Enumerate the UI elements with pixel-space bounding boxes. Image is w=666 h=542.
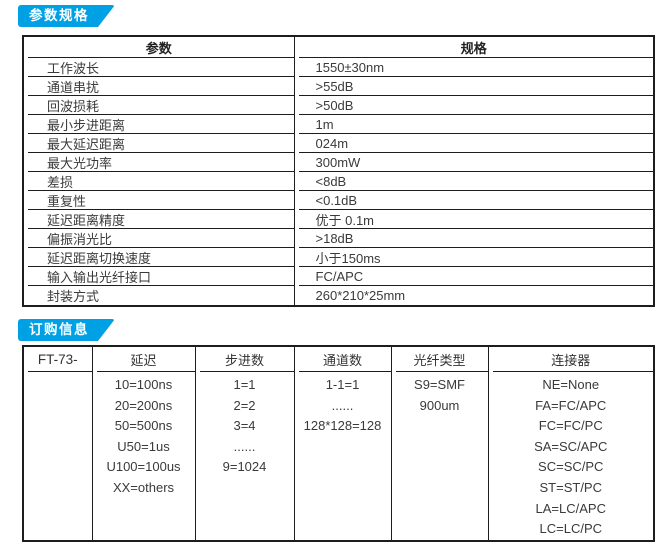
- order-header-channels: 通道数: [293, 346, 391, 372]
- option-item: 9=1024: [222, 459, 267, 475]
- spec-cell: <0.1dB: [293, 191, 654, 210]
- option-item: XX=others: [112, 479, 175, 495]
- spec-cell: FC/APC: [293, 267, 654, 286]
- option-item: ......: [233, 438, 256, 454]
- spec-cell: 300mW: [293, 153, 654, 172]
- option-item: ST=ST/PC: [539, 479, 603, 495]
- table-row: 最大光功率 300mW: [23, 153, 654, 172]
- option-item: 20=200ns: [114, 397, 173, 413]
- param-cell: 封装方式: [47, 289, 100, 304]
- option-item: SC=SC/PC: [538, 459, 604, 475]
- option-item: 900um: [419, 397, 460, 413]
- table-row: 重复性 <0.1dB: [23, 191, 654, 210]
- order-model-cell: [23, 372, 92, 541]
- order-header-delay: 延迟: [91, 346, 195, 372]
- order-header-fiber-type: 光纤类型: [390, 346, 488, 372]
- option-item: U100=100us: [106, 459, 181, 475]
- section-badge-order: 订购信息: [18, 319, 115, 341]
- order-section: 订购信息 FT-73- 延迟 步进数 通道数 光纤类型 连接器 1: [22, 319, 655, 542]
- table-row: 延迟距离切换速度 小于150ms: [23, 248, 654, 267]
- param-cell: 差损: [23, 172, 294, 191]
- option-item: 1-1=1: [325, 377, 360, 392]
- spec-cell: 260*210*25mm: [293, 286, 654, 306]
- spec-table-body: 工作波长 1550±30nm 通道串扰 >55dB 回波损耗 >50dB 最小步进距离 1m 最…: [23, 58, 654, 306]
- param-cell: 延迟距离精度: [23, 210, 294, 229]
- param-cell: 最大光功率: [23, 153, 294, 172]
- option-item: 128*128=128: [303, 418, 382, 434]
- order-options-channels: 1-1=1...... 128*128=128: [293, 372, 391, 541]
- order-options-connector: NE=None FA=FC/APC FC=FC/PC SA=SC/APC SC=SC/P…: [487, 372, 654, 541]
- spec-cell: >55dB: [293, 77, 654, 96]
- table-row: 封装方式 260*210*25mm: [23, 286, 654, 306]
- table-row: 最大延迟距离 024m: [23, 134, 654, 153]
- order-table: FT-73- 延迟 步进数 通道数 光纤类型 连接器 10=100ns 20=20…: [22, 345, 655, 542]
- order-header-steps: 步进数: [194, 346, 294, 372]
- option-item: LC=LC/PC: [539, 521, 603, 537]
- spec-section: 参数规格 参数 规格 工作波长 1550±30nm 通道串扰 >55dB 回波损耗 >50…: [22, 5, 655, 307]
- spec-cell: >50dB: [293, 96, 654, 115]
- order-options-steps: 1=1 2=2 3=4...... 9=1024: [194, 372, 294, 541]
- order-options-fiber-type: S9=SMF 900um: [390, 372, 488, 541]
- order-model-code: FT-73-: [23, 346, 92, 372]
- option-item: 1=1: [233, 377, 256, 392]
- spec-cell: <8dB: [293, 172, 654, 191]
- option-item: 3=4: [233, 418, 256, 434]
- option-item: SA=SC/APC: [534, 438, 608, 454]
- param-cell: 工作波长: [23, 58, 294, 77]
- spec-table: 参数 规格 工作波长 1550±30nm 通道串扰 >55dB 回波损耗 >50dB 最小步…: [22, 35, 655, 307]
- table-row: 偏振消光比 >18dB: [23, 229, 654, 248]
- option-item: LA=LC/APC: [535, 500, 606, 516]
- spec-cell: 小于150ms: [293, 248, 654, 267]
- table-row: 输入输出光纤接口 FC/APC: [23, 267, 654, 286]
- option-item: NE=None: [542, 377, 600, 392]
- spec-header-param: 参数: [23, 36, 294, 58]
- param-cell: 通道串扰: [23, 77, 294, 96]
- param-cell: 输入输出光纤接口: [23, 267, 294, 286]
- param-cell: 最小步进距离: [23, 115, 294, 134]
- spec-cell: 024m: [293, 134, 654, 153]
- option-item: ......: [331, 397, 354, 413]
- param-cell: 回波损耗: [23, 96, 294, 115]
- option-item: 2=2: [233, 397, 256, 413]
- option-item: 50=500ns: [114, 418, 173, 434]
- option-item: FC=FC/PC: [538, 418, 603, 434]
- order-header-connector: 连接器: [487, 346, 654, 372]
- spec-header-row: 参数 规格: [23, 36, 654, 58]
- table-row: 延迟距离精度 优于 0.1m: [23, 210, 654, 229]
- param-cell: 偏振消光比: [23, 229, 294, 248]
- param-cell: 重复性: [23, 191, 294, 210]
- spec-cell: 优于 0.1m: [293, 210, 654, 229]
- spec-header-spec: 规格: [293, 36, 654, 58]
- option-item: FA=FC/APC: [535, 397, 607, 413]
- spec-cell: >18dB: [293, 229, 654, 248]
- param-cell: 延迟距离切换速度: [23, 248, 294, 267]
- spec-cell: 1m: [293, 115, 654, 134]
- table-row: 通道串扰 >55dB: [23, 77, 654, 96]
- order-options-row: 10=100ns 20=200ns 50=500ns U50=1us U100=100u…: [23, 372, 654, 541]
- spec-cell: 1550±30nm: [293, 58, 654, 77]
- table-row: 工作波长 1550±30nm: [23, 58, 654, 77]
- section-badge-spec: 参数规格: [18, 5, 115, 27]
- order-header-row: FT-73- 延迟 步进数 通道数 光纤类型 连接器: [23, 346, 654, 372]
- table-row: 回波损耗 >50dB: [23, 96, 654, 115]
- table-row: 差损 <8dB: [23, 172, 654, 191]
- order-options-delay: 10=100ns 20=200ns 50=500ns U50=1us U100=100u…: [91, 372, 195, 541]
- table-row: 最小步进距离 1m: [23, 115, 654, 134]
- option-item: S9=SMF: [414, 377, 465, 392]
- option-item: 10=100ns: [114, 377, 173, 392]
- param-cell: 最大延迟距离: [23, 134, 294, 153]
- option-item: U50=1us: [117, 438, 170, 454]
